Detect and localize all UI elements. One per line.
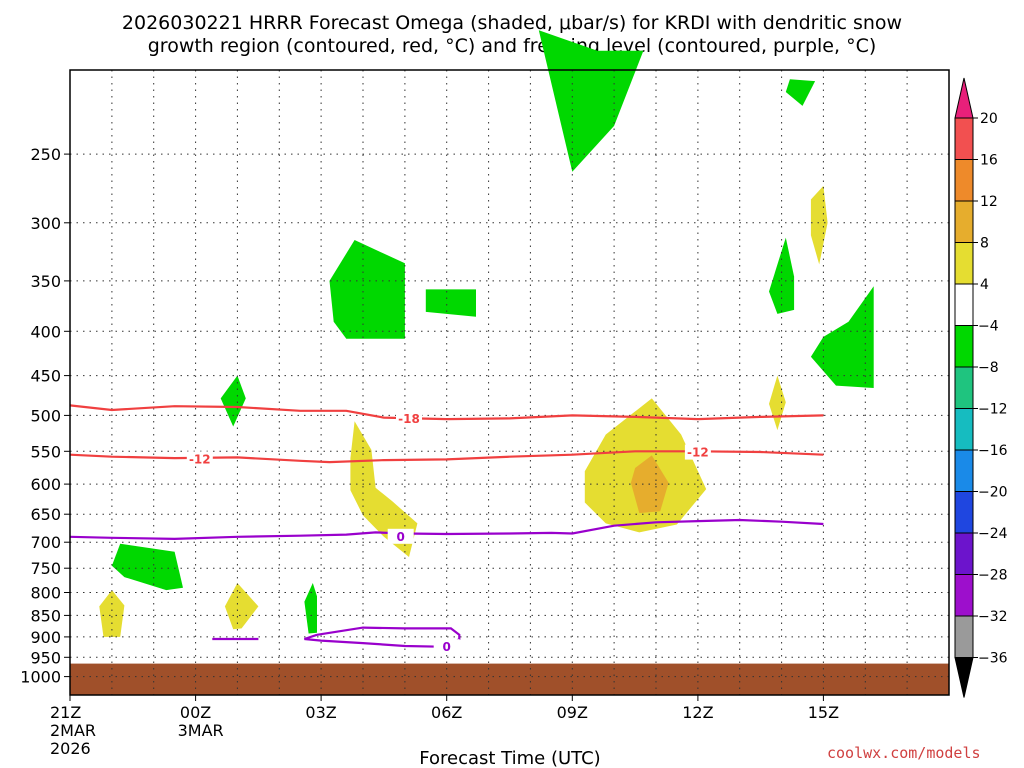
freeze-contour-label-bg-0 bbox=[387, 528, 414, 544]
colorbar-bottom-arrow bbox=[954, 657, 974, 698]
omega-region-14 bbox=[99, 590, 125, 637]
y-tick-label-4: 450 bbox=[30, 367, 61, 386]
colorbar-swatch-7 bbox=[954, 366, 974, 409]
temp-contour-label-bg-1 bbox=[186, 451, 213, 467]
plot-background bbox=[70, 70, 949, 695]
x-tick-label-0: 21Z bbox=[50, 703, 81, 722]
omega-region-5 bbox=[810, 286, 874, 388]
colorbar-label-9: −20 bbox=[978, 485, 1008, 501]
colorbar-label-4: 4 bbox=[980, 277, 989, 293]
temp-contour-label-bg-2 bbox=[684, 444, 711, 460]
y-tick-label-0: 250 bbox=[30, 145, 61, 164]
colorbar-swatch-1 bbox=[954, 117, 974, 160]
y-tick-label-11: 800 bbox=[30, 584, 61, 603]
omega-shading bbox=[99, 30, 874, 637]
temp-contour-label-bg-0 bbox=[396, 411, 422, 427]
temperature-contours: -18 -12 -12 bbox=[69, 404, 824, 467]
omega-region-6 bbox=[220, 375, 246, 427]
colorbar-swatch-2 bbox=[954, 159, 974, 202]
colorbar-swatch-12 bbox=[954, 574, 974, 617]
colorbar-label-6: −8 bbox=[978, 360, 999, 376]
colorbar-label-5: −4 bbox=[978, 319, 999, 335]
x-tick-label-5: 12Z bbox=[682, 703, 713, 722]
y-tick-label-13: 900 bbox=[30, 628, 61, 647]
x-tick-label-2: 03Z bbox=[305, 703, 336, 722]
y-tick-label-5: 500 bbox=[30, 406, 61, 425]
temp-contour-label-1: -12 bbox=[189, 452, 211, 466]
credit-text: coolwx.com/models bbox=[827, 744, 981, 762]
freeze-contour-label-2: 0 bbox=[443, 640, 451, 654]
chart-title-line-1: 2026030221 HRRR Forecast Omega (shaded, … bbox=[122, 12, 902, 34]
omega-region-9 bbox=[810, 185, 828, 265]
chart-title-line-2: growth region (contoured, red, °C) and f… bbox=[148, 35, 877, 57]
colorbar-label-7: −12 bbox=[978, 402, 1008, 418]
ground-layer bbox=[70, 663, 949, 695]
x-axis-label: Forecast Time (UTC) bbox=[419, 748, 600, 768]
colorbar-swatch-8 bbox=[954, 408, 974, 451]
y-tick-label-10: 750 bbox=[30, 559, 61, 578]
y-axis-ticks: 250 300 350 400 450 500 550 600 650 700 750 800 850 9… bbox=[20, 145, 70, 687]
grid-lines bbox=[70, 70, 949, 695]
plot-frame bbox=[69, 69, 950, 696]
colorbar-swatch-6 bbox=[954, 325, 974, 368]
colorbar-label-13: −36 bbox=[978, 651, 1008, 667]
temp-contour-label-0: -18 bbox=[398, 412, 420, 426]
colorbar-label-10: −24 bbox=[978, 526, 1008, 542]
x-tick-label-6: 15Z bbox=[808, 703, 839, 722]
y-tick-label-15: 1000 bbox=[20, 668, 61, 687]
colorbar: 20 16 12 8 4 −4 −8 −12 −16 −20 −24 −28 −32 −36 bbox=[954, 77, 1008, 698]
colorbar-swatch-5 bbox=[954, 283, 974, 326]
colorbar-label-3: 8 bbox=[980, 236, 989, 252]
x-tick-sublabel-0: 2MAR bbox=[50, 721, 96, 740]
omega-region-4 bbox=[769, 237, 795, 314]
colorbar-label-2: 12 bbox=[980, 194, 998, 210]
colorbar-swatch-10 bbox=[954, 491, 974, 534]
colorbar-swatch-11 bbox=[954, 532, 974, 575]
colorbar-label-0: 20 bbox=[980, 111, 998, 127]
omega-region-11 bbox=[350, 421, 418, 557]
colorbar-swatch-13 bbox=[954, 615, 974, 658]
omega-region-13 bbox=[224, 583, 259, 630]
omega-region-3 bbox=[425, 289, 476, 317]
colorbar-label-11: −28 bbox=[978, 568, 1008, 584]
freeze-contour-label-0: 0 bbox=[397, 530, 405, 544]
freezing-level-contours: 00 bbox=[69, 518, 824, 655]
temp-contour-label-2: -12 bbox=[687, 446, 709, 460]
omega-region-2 bbox=[329, 240, 405, 339]
x-tick-label-1: 00Z bbox=[180, 703, 211, 722]
colorbar-label-12: −32 bbox=[978, 609, 1008, 625]
y-tick-label-14: 950 bbox=[30, 648, 61, 667]
colorbar-swatch-3 bbox=[954, 200, 974, 243]
omega-region-8 bbox=[304, 583, 317, 634]
x-tick-sublabel-1: 3MAR bbox=[178, 721, 224, 740]
y-tick-label-8: 650 bbox=[30, 505, 61, 524]
freeze-contour-label-bg-2 bbox=[433, 639, 460, 655]
y-tick-label-12: 850 bbox=[30, 606, 61, 625]
y-tick-label-6: 550 bbox=[30, 442, 61, 461]
omega-region-7 bbox=[111, 543, 183, 591]
y-tick-label-7: 600 bbox=[30, 475, 61, 494]
colorbar-label-1: 16 bbox=[980, 153, 998, 169]
y-tick-label-2: 350 bbox=[30, 272, 61, 291]
plot-area: -18-12 -12 00 bbox=[69, 30, 950, 696]
y-tick-label-3: 400 bbox=[30, 322, 61, 341]
freeze-contour-line-0 bbox=[69, 518, 824, 541]
omega-region-1 bbox=[785, 79, 816, 106]
colorbar-label-8: −16 bbox=[978, 443, 1008, 459]
omega-region-0 bbox=[538, 30, 644, 172]
y-tick-label-1: 300 bbox=[30, 214, 61, 233]
x-tick-label-4: 09Z bbox=[557, 703, 588, 722]
y-tick-label-9: 700 bbox=[30, 533, 61, 552]
colorbar-top-arrow bbox=[954, 77, 974, 119]
colorbar-swatch-9 bbox=[954, 449, 974, 492]
colorbar-swatch-4 bbox=[954, 242, 974, 285]
x-tick-year-0: 2026 bbox=[50, 739, 91, 758]
x-tick-label-3: 06Z bbox=[431, 703, 462, 722]
